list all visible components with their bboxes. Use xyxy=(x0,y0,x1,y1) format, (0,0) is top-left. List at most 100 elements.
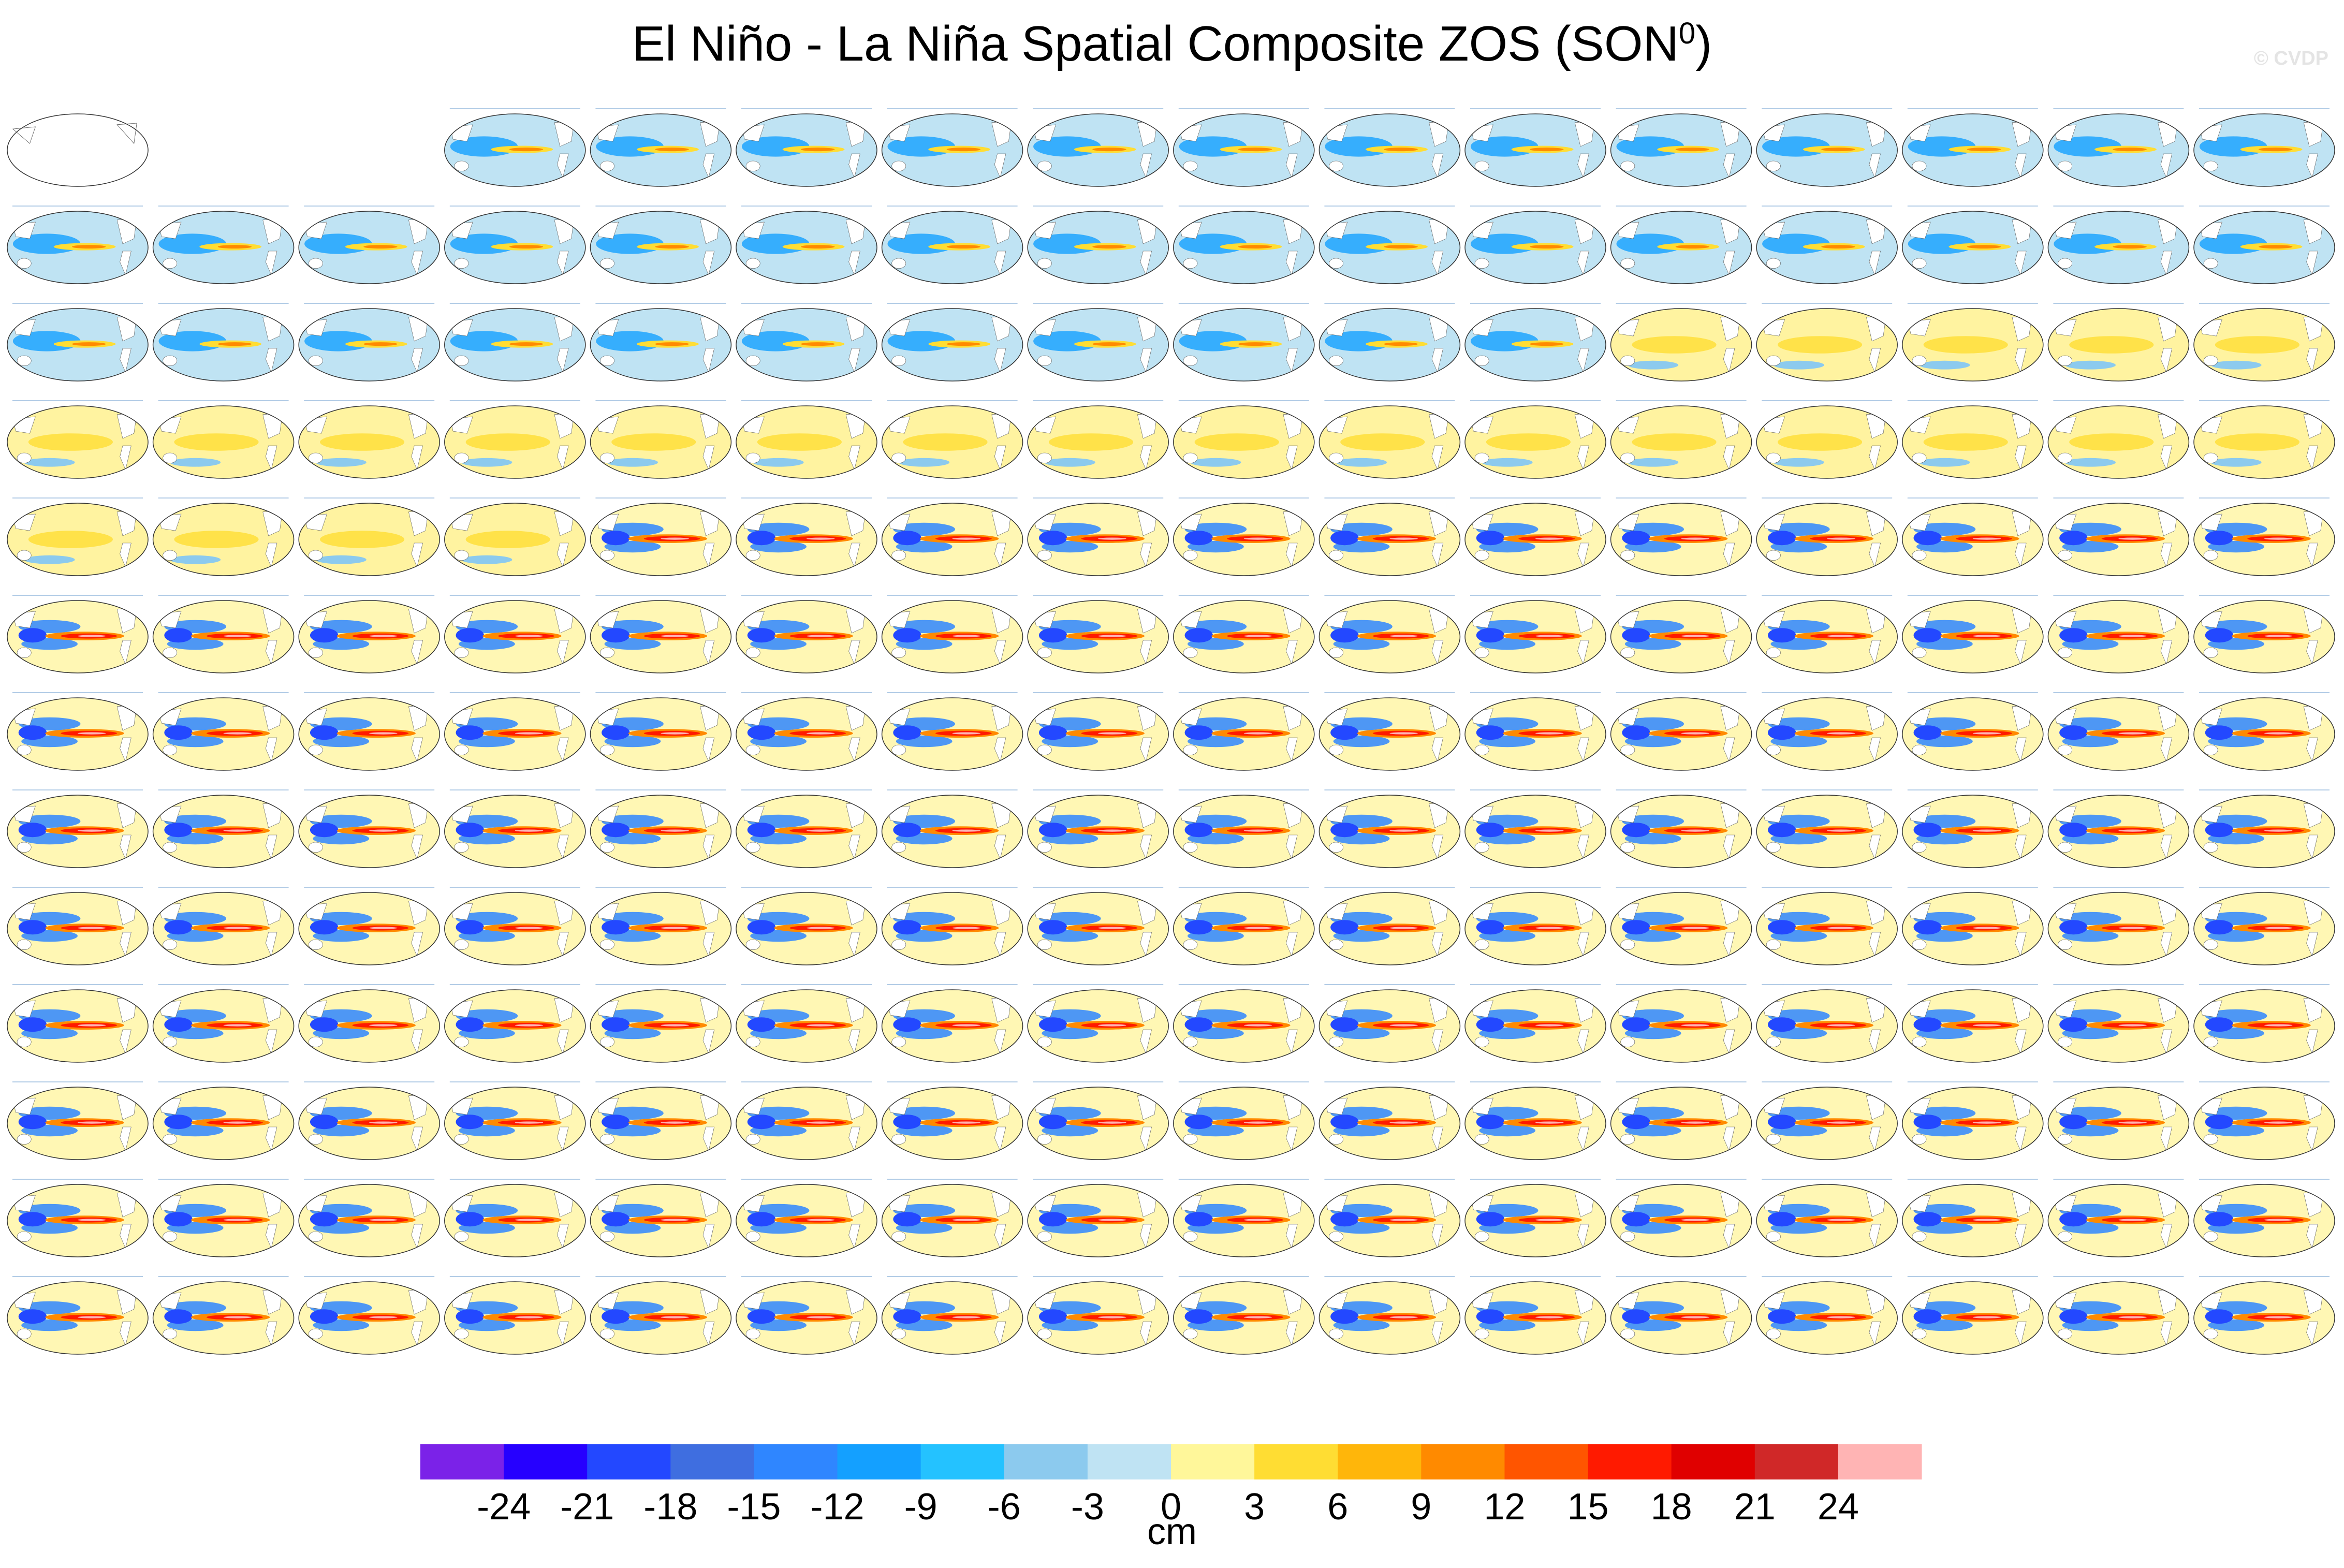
colorbar-box xyxy=(1838,1444,1922,1479)
map-panel xyxy=(1610,595,1752,673)
colorbar-box xyxy=(1171,1444,1255,1479)
map-panel xyxy=(1027,108,1169,187)
map-panel xyxy=(444,887,586,965)
map-panel xyxy=(444,1276,586,1355)
colorbar-tick-label: 15 xyxy=(1567,1486,1609,1528)
map-outline xyxy=(2193,308,2335,382)
map-panel xyxy=(1902,400,2044,479)
map-outline xyxy=(7,308,149,382)
map-outline xyxy=(7,600,149,673)
map-panel xyxy=(881,1179,1023,1257)
map-outline xyxy=(1902,1281,2044,1355)
map-outline xyxy=(2047,1184,2190,1257)
map-outline xyxy=(152,1087,295,1160)
map-panel xyxy=(152,789,295,868)
map-panel xyxy=(1027,595,1169,673)
map-outline xyxy=(736,405,877,479)
map-panel xyxy=(2193,108,2335,187)
map-outline xyxy=(298,405,440,479)
map-panel xyxy=(7,1081,149,1160)
map-panel xyxy=(1318,206,1461,284)
map-panel xyxy=(1173,400,1315,479)
map-panel xyxy=(1318,789,1461,868)
map-panel xyxy=(152,497,295,576)
map-panel xyxy=(736,692,877,771)
map-outline xyxy=(2047,308,2190,382)
map-outline xyxy=(1318,600,1461,673)
map-panel xyxy=(1464,887,1606,965)
map-outline xyxy=(1027,1184,1169,1257)
map-panel xyxy=(736,108,877,187)
map-outline xyxy=(152,600,295,673)
map-outline xyxy=(7,211,149,284)
map-panel xyxy=(444,303,586,382)
map-outline xyxy=(1027,1087,1169,1160)
map-outline xyxy=(444,308,586,382)
map-outline xyxy=(590,795,732,868)
map-outline xyxy=(152,503,295,576)
map-outline xyxy=(1173,405,1315,479)
map-outline xyxy=(1756,989,1898,1063)
map-panel xyxy=(1756,887,1898,965)
map-panel xyxy=(590,400,732,479)
map-panel xyxy=(590,789,732,868)
map-outline xyxy=(881,795,1023,868)
map-panel xyxy=(1756,692,1898,771)
map-panel xyxy=(298,206,440,284)
map-panel xyxy=(1464,789,1606,868)
map-outline xyxy=(1610,989,1752,1063)
map-panel xyxy=(152,1179,295,1257)
map-panel xyxy=(444,984,586,1063)
map-panel xyxy=(152,595,295,673)
map-outline xyxy=(1027,892,1169,965)
map-panel xyxy=(1173,692,1315,771)
map-panel xyxy=(590,497,732,576)
map-panel xyxy=(1173,984,1315,1063)
map-outline xyxy=(1756,113,1898,187)
map-panel xyxy=(590,1276,732,1355)
map-panel xyxy=(2193,692,2335,771)
map-panel xyxy=(7,206,149,284)
map-panel xyxy=(590,303,732,382)
map-outline xyxy=(7,795,149,868)
map-panel xyxy=(881,108,1023,187)
map-panel xyxy=(1756,497,1898,576)
map-panel xyxy=(298,497,440,576)
panel-grid xyxy=(7,108,2335,1355)
map-outline xyxy=(881,600,1023,673)
map-panel xyxy=(1756,108,1898,187)
map-outline xyxy=(736,211,877,284)
map-panel xyxy=(1464,1081,1606,1160)
map-panel xyxy=(152,887,295,965)
map-panel xyxy=(2193,303,2335,382)
title-text: El Niño - La Niña Spatial Composite ZOS … xyxy=(632,16,1679,71)
map-outline xyxy=(590,405,732,479)
map-outline xyxy=(881,989,1023,1063)
map-outline xyxy=(1318,405,1461,479)
map-outline xyxy=(590,503,732,576)
map-panel xyxy=(2193,1179,2335,1257)
map-outline xyxy=(1027,405,1169,479)
map-outline xyxy=(1027,308,1169,382)
map-outline xyxy=(736,600,877,673)
map-outline xyxy=(1027,211,1169,284)
map-panel xyxy=(881,206,1023,284)
map-panel xyxy=(736,595,877,673)
map-outline xyxy=(1902,697,2044,771)
map-outline xyxy=(2047,113,2190,187)
map-outline xyxy=(1610,1281,1752,1355)
figure-title: El Niño - La Niña Spatial Composite ZOS … xyxy=(0,16,2344,72)
map-panel xyxy=(1610,984,1752,1063)
map-panel xyxy=(1318,1179,1461,1257)
map-panel xyxy=(152,984,295,1063)
map-panel xyxy=(1902,887,2044,965)
map-outline xyxy=(736,1087,877,1160)
map-panel xyxy=(2047,108,2190,187)
map-outline xyxy=(298,1087,440,1160)
map-outline xyxy=(881,697,1023,771)
map-panel xyxy=(298,789,440,868)
map-outline xyxy=(444,989,586,1063)
map-panel xyxy=(736,497,877,576)
map-panel xyxy=(1610,497,1752,576)
map-outline xyxy=(1756,600,1898,673)
